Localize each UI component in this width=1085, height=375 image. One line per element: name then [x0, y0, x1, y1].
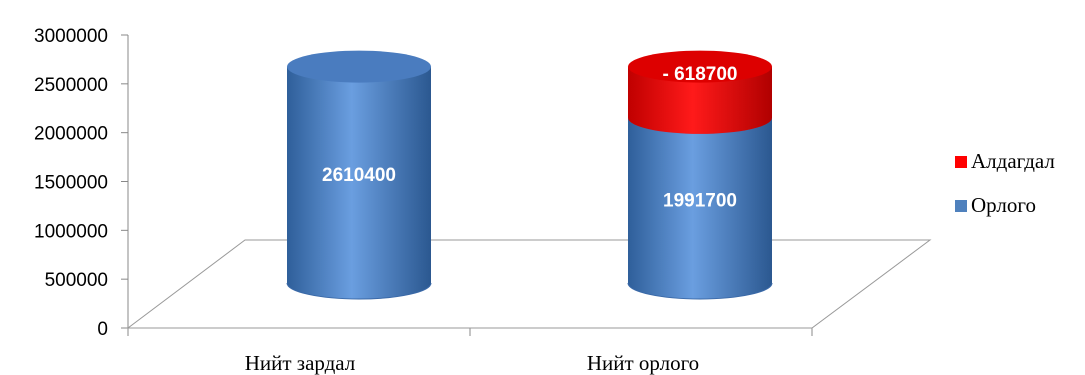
bar-top-cap [287, 50, 431, 83]
bar-segment-Алдагдал [628, 66, 772, 134]
category-label-0: Нийт зардал [245, 351, 356, 375]
y-tick-label: 1500000 [34, 173, 108, 194]
floor-plane [126, 239, 932, 329]
y-tick-label: 1000000 [34, 221, 108, 242]
bar-top-cap [628, 50, 772, 83]
bar-base-edge [627, 282, 773, 300]
data-label: - 618700 [662, 64, 737, 85]
bar-segment-Орлого [287, 66, 431, 299]
y-tick-label: 2000000 [34, 124, 108, 145]
legend-label-aldagdal: Алдагдал [971, 149, 1055, 173]
y-tick-label: 500000 [45, 270, 108, 291]
data-label: 1991700 [663, 190, 737, 211]
y-tick-label: 3000000 [34, 26, 108, 47]
y-axis-ticks: 0 500000 1000000 1500000 2000000 2500000 30000… [34, 26, 128, 340]
legend: Алдагдал Орлого [955, 149, 1055, 217]
x-axis-ticks [127, 328, 813, 336]
bars: 2610400 1991700 - 618700 [286, 50, 773, 300]
category-label-1: Нийт орлого [587, 351, 699, 375]
legend-swatch-aldagdal [955, 156, 967, 168]
data-label: 2610400 [322, 165, 396, 186]
bar-base-edge [286, 282, 432, 300]
y-tick-label: 0 [97, 319, 108, 340]
bar-segment-Орлого [628, 117, 772, 300]
cylinder-0: 2610400 [286, 50, 432, 300]
cylinder-1: 1991700 - 618700 [627, 50, 773, 300]
y-tick-label: 2500000 [34, 75, 108, 96]
legend-swatch-orlogo [955, 200, 967, 212]
legend-label-orlogo: Орлого [971, 193, 1036, 217]
